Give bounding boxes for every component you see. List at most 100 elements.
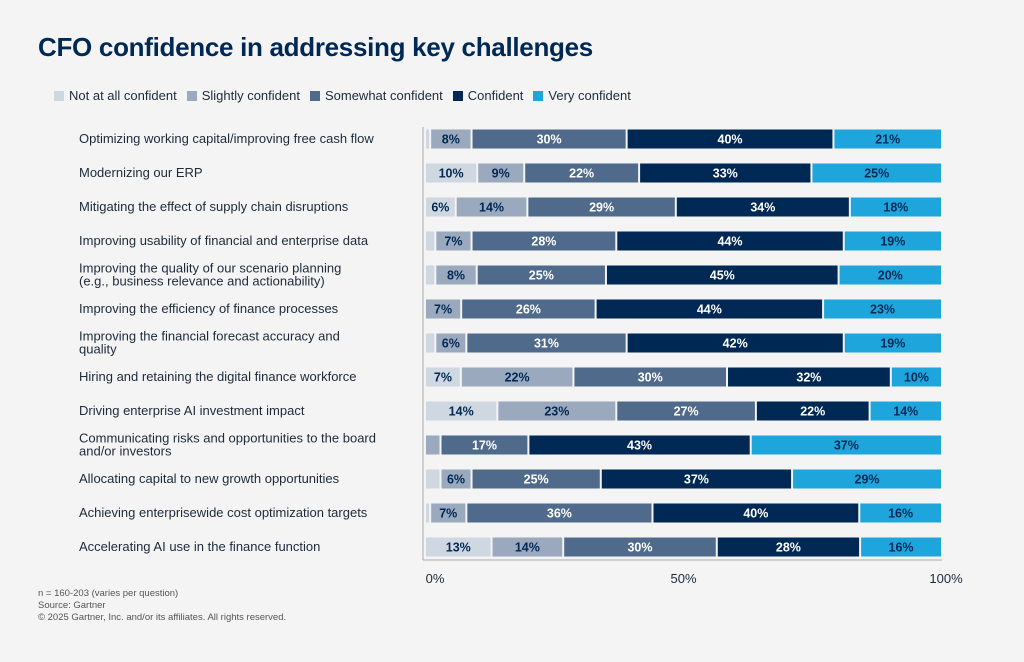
category-label: Allocating capital to new growth opportu…	[79, 471, 340, 486]
bar-segment	[824, 299, 941, 319]
bar-segment	[426, 333, 435, 353]
bar-segment	[676, 197, 849, 217]
x-tick-label: 50%	[670, 571, 696, 586]
bar-segment	[492, 537, 563, 557]
data-label: 14%	[449, 405, 474, 419]
x-tick-label: 100%	[929, 571, 963, 586]
data-label: 23%	[870, 303, 895, 317]
bar-segment	[426, 197, 455, 217]
category-label: Optimizing working capital/improving fre…	[79, 131, 374, 146]
bar-segment	[431, 129, 471, 149]
data-label: 8%	[447, 269, 465, 283]
data-label: 22%	[505, 371, 530, 385]
data-label: 25%	[524, 473, 549, 487]
legend-item: Confident	[452, 88, 523, 103]
data-label: 16%	[889, 541, 914, 555]
chart-title: CFO confidence in addressing key challen…	[38, 32, 593, 62]
bar-segment	[596, 299, 823, 319]
bar-segment	[653, 503, 859, 523]
data-label: 8%	[442, 133, 460, 147]
data-label: 9%	[492, 167, 510, 181]
bar-segment	[426, 537, 491, 557]
data-label: 37%	[834, 439, 859, 453]
bar-segment	[426, 435, 440, 455]
legend-label: Somewhat confident	[324, 88, 443, 103]
category-label: Mitigating the effect of supply chain di…	[79, 199, 349, 214]
data-label: 25%	[529, 269, 554, 283]
legend: Not at all confident Slightly confident So…	[54, 88, 631, 103]
bar-segment	[751, 435, 941, 455]
category-label: Hiring and retaining the digital finance…	[79, 369, 357, 384]
data-label: 31%	[534, 337, 559, 351]
data-label: 17%	[472, 439, 497, 453]
footnote-copyright: © 2025 Gartner, Inc. and/or its affiliat…	[38, 612, 287, 623]
data-label: 29%	[855, 473, 880, 487]
bar-segment	[426, 401, 497, 421]
data-label: 13%	[446, 541, 471, 555]
legend-swatch	[309, 90, 320, 101]
category-label: Improving the financial forecast accurac…	[79, 329, 340, 357]
data-label: 10%	[904, 371, 929, 385]
category-label: Modernizing our ERP	[79, 165, 203, 180]
bar-segment	[441, 469, 471, 489]
bar-segment	[617, 231, 843, 251]
data-label: 30%	[537, 133, 562, 147]
bar-segment	[564, 537, 716, 557]
data-label: 7%	[434, 371, 452, 385]
bar-segment	[426, 163, 477, 183]
data-label: 6%	[431, 201, 449, 215]
bar-segment	[717, 537, 860, 557]
data-label: 33%	[713, 167, 738, 181]
bar-segment	[426, 129, 430, 149]
bar-segment	[426, 231, 435, 251]
bar-segment	[456, 197, 527, 217]
bar-segment	[839, 265, 941, 285]
legend-label: Not at all confident	[69, 88, 177, 103]
category-label: Improving the efficiency of finance proc…	[79, 301, 339, 316]
category-label: Achieving enterprisewide cost optimizati…	[79, 505, 368, 520]
bar-segment	[728, 367, 890, 387]
bar-segment	[436, 333, 466, 353]
bar-segment	[793, 469, 941, 489]
bar-segment	[601, 469, 792, 489]
bar-segment	[467, 333, 626, 353]
bar-segment	[756, 401, 869, 421]
data-label: 45%	[710, 269, 735, 283]
legend-item: Slightly confident	[186, 88, 300, 103]
legend-item: Somewhat confident	[309, 88, 443, 103]
data-label: 14%	[515, 541, 540, 555]
bar-segment	[426, 503, 430, 523]
bar-segment	[640, 163, 811, 183]
data-label: 16%	[888, 507, 913, 521]
data-label: 44%	[697, 303, 722, 317]
legend-swatch	[54, 90, 64, 101]
bar-segment	[436, 265, 476, 285]
bar-segment	[525, 163, 639, 183]
category-label: Driving enterprise AI investment impact	[79, 403, 305, 418]
data-label: 32%	[796, 371, 821, 385]
data-label: 21%	[875, 133, 900, 147]
bar-segment	[870, 401, 941, 421]
data-label: 44%	[718, 235, 743, 249]
legend-label: Very confident	[548, 88, 631, 103]
legend-swatch	[186, 90, 197, 101]
bar-segment	[426, 469, 440, 489]
data-label: 23%	[544, 405, 569, 419]
data-label: 30%	[638, 371, 663, 385]
bar-segment	[472, 129, 626, 149]
category-label: Accelerating AI use in the finance funct…	[79, 539, 320, 554]
bar-segment	[528, 197, 675, 217]
data-label: 40%	[743, 507, 768, 521]
data-label: 7%	[444, 235, 462, 249]
bar-segment	[467, 503, 652, 523]
data-label: 19%	[880, 235, 905, 249]
data-label: 22%	[569, 167, 594, 181]
bar-segment	[844, 231, 941, 251]
data-label: 14%	[479, 201, 504, 215]
data-label: 30%	[627, 541, 652, 555]
data-label: 34%	[750, 201, 775, 215]
bar-segment	[426, 367, 460, 387]
data-label: 7%	[439, 507, 457, 521]
data-label: 22%	[800, 405, 825, 419]
